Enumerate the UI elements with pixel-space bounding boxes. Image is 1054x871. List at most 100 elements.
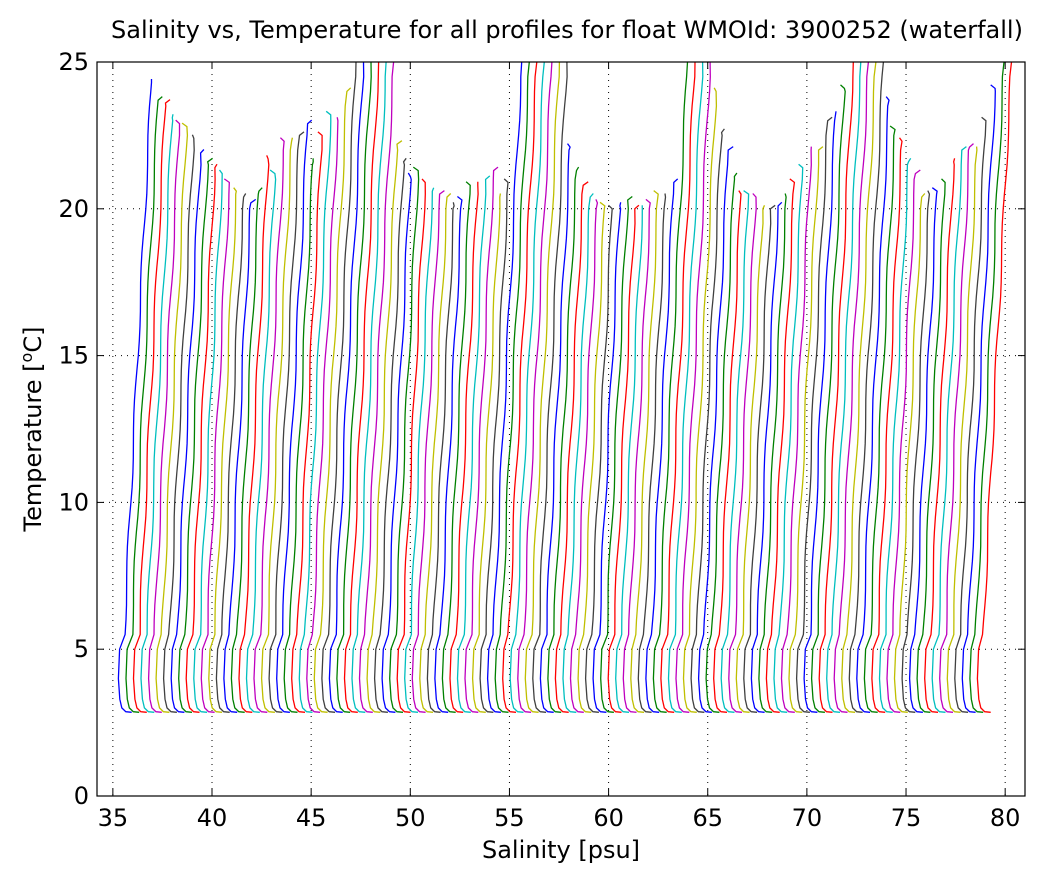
profile-line <box>306 117 339 713</box>
profile-line <box>502 61 538 713</box>
profile-line <box>328 61 365 713</box>
profile-line <box>381 172 412 713</box>
x-tick-label: 50 <box>395 804 426 832</box>
profile-line <box>321 61 357 713</box>
profile-line <box>886 169 921 713</box>
profile-line <box>200 178 230 713</box>
profile-line <box>230 187 263 713</box>
profile-line <box>893 193 926 713</box>
profile-line <box>569 199 599 713</box>
profile-line <box>193 169 223 713</box>
profile-line <box>848 61 885 713</box>
profile-line <box>908 187 938 713</box>
profile-line <box>826 61 862 713</box>
profile-line <box>675 61 711 713</box>
profile-line <box>162 134 195 713</box>
profile-line <box>471 193 502 713</box>
profile-line <box>358 61 395 713</box>
profile-line <box>750 201 783 713</box>
x-tick-label: 80 <box>990 804 1021 832</box>
profile-line <box>336 61 372 713</box>
profile-line <box>185 163 218 713</box>
profile-line <box>223 198 257 713</box>
profile-line <box>946 146 978 713</box>
profile-line <box>562 193 594 713</box>
profile-line <box>743 204 776 713</box>
x-tick-label: 75 <box>891 804 922 832</box>
profile-line <box>856 96 890 713</box>
profile-line <box>373 157 407 713</box>
profile-line <box>630 190 659 713</box>
profile-line <box>728 193 757 713</box>
profile-line <box>667 61 704 713</box>
profile-line <box>245 169 277 713</box>
profile-line <box>954 116 987 713</box>
y-tick-label: 10 <box>58 488 89 516</box>
y-tick-label: 5 <box>74 635 89 663</box>
profile-line <box>931 146 967 713</box>
profile-line <box>509 61 545 713</box>
profile-line <box>765 178 796 713</box>
profile-line <box>622 198 651 713</box>
y-axis-label: Temperature [oC] <box>17 327 47 533</box>
x-axis-label: Salinity [psu] <box>482 836 640 864</box>
profile-line <box>524 61 561 713</box>
profile-line <box>758 193 787 713</box>
profile-line <box>517 61 553 713</box>
profile-line <box>419 193 452 713</box>
profile-line <box>411 190 445 713</box>
profile-line <box>155 122 189 713</box>
profile-line <box>600 195 633 713</box>
profile-line <box>298 110 332 713</box>
profile-line <box>268 131 305 713</box>
profile-line <box>449 181 479 713</box>
profile-line <box>833 61 870 713</box>
profile-line <box>584 204 613 713</box>
profile-line <box>939 143 974 713</box>
profile-line <box>547 166 580 713</box>
y-tick-label: 25 <box>58 48 89 76</box>
x-tick-label: 55 <box>494 804 525 832</box>
profile-line <box>276 119 313 713</box>
profile-line <box>592 202 622 713</box>
x-tick-label: 65 <box>692 804 723 832</box>
profile-line <box>291 131 323 713</box>
profile-line <box>690 128 725 713</box>
profile-line <box>577 201 606 713</box>
profile-line <box>780 146 812 713</box>
chart-title: Salinity vs, Temperature for all profile… <box>111 16 1023 44</box>
profile-line <box>486 61 523 713</box>
ticks: 35 40 45 50 55 60 65 70 75 80 0 5 10 15 20 25 <box>58 48 1025 832</box>
profile-line <box>554 181 589 713</box>
profile-line <box>607 204 640 713</box>
profile-line <box>682 87 718 713</box>
profile-line <box>125 96 163 713</box>
profile-line <box>976 61 1013 713</box>
profile-line <box>140 114 174 713</box>
profile-line <box>147 119 181 713</box>
profile-line <box>532 61 568 713</box>
profile-line <box>969 61 1005 713</box>
profile-line <box>404 187 435 713</box>
y-tick-label: 20 <box>58 195 89 223</box>
profile-line <box>863 125 896 713</box>
profile-line <box>238 155 270 713</box>
profile-line <box>539 143 571 713</box>
y-tick-label: 15 <box>58 342 89 370</box>
profile-line <box>645 178 679 713</box>
profile-line <box>705 172 738 713</box>
profile-line <box>924 158 956 713</box>
profile-line <box>637 193 667 713</box>
profile-line <box>351 61 387 713</box>
profile-line <box>660 61 696 713</box>
x-tick-label: 35 <box>98 804 129 832</box>
axes-box <box>96 61 1026 797</box>
profile-line <box>389 166 420 713</box>
profile-line <box>494 61 530 713</box>
profile-line <box>810 84 846 713</box>
profile-line <box>871 137 903 713</box>
profile-line <box>615 205 643 713</box>
y-axis-label-main: Temperature [ <box>19 362 47 532</box>
x-tick-label: 60 <box>593 804 624 832</box>
